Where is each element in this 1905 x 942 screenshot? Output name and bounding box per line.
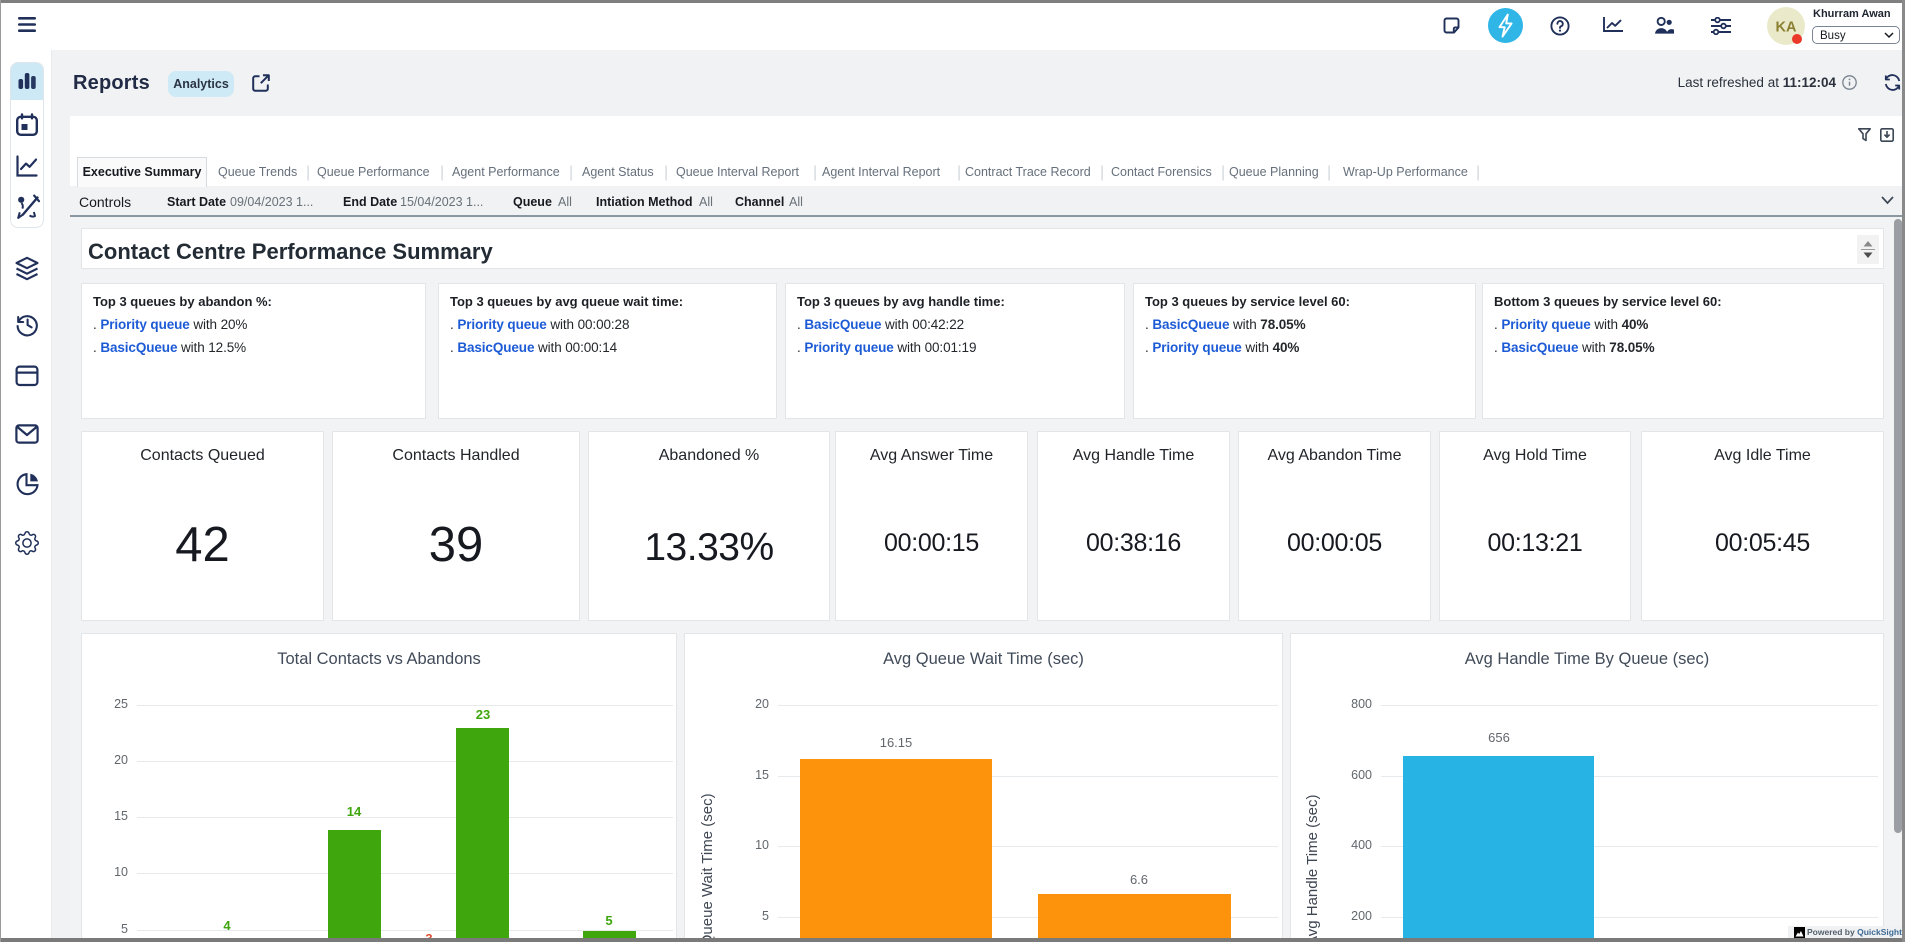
svg-text:KA: KA [1776, 20, 1797, 36]
